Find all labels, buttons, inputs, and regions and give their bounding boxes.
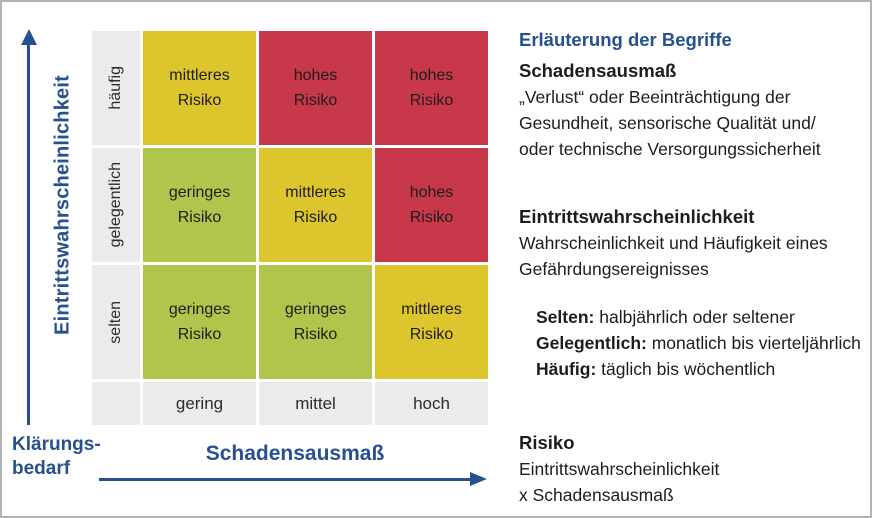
matrix-cell-gelegentlich-mittel: mittleres Risiko <box>259 148 372 262</box>
frequency-definition-list: Selten: halbjährlich oder seltener Geleg… <box>519 304 869 382</box>
legend-title: Erläuterung der Begriffe <box>519 29 732 50</box>
matrix-cell-selten-hoch: mittleres Risiko <box>375 265 488 379</box>
term-heading: Eintrittswahrscheinlichkeit <box>519 206 755 227</box>
frequency-desc: monatlich bis vierteljährlich <box>651 333 861 353</box>
origin-label-klaerungsbedarf: Klärungs- bedarf <box>12 434 101 479</box>
matrix-cell-haeufig-hoch: hohes Risiko <box>375 31 488 145</box>
matrix-cell-gelegentlich-hoch: hohes Risiko <box>375 148 488 262</box>
frequency-desc: täglich bis wöchentlich <box>601 359 776 379</box>
frequency-item-haeufig: Häufig: täglich bis wöchentlich <box>536 356 869 382</box>
y-axis-label: Eintrittswahrscheinlichkeit <box>51 75 74 335</box>
row-label-selten: selten <box>92 265 140 379</box>
frequency-term: Häufig: <box>536 359 597 379</box>
col-label-hoch: hoch <box>375 382 488 425</box>
frequency-item-gelegentlich: Gelegentlich: monatlich bis vierteljährl… <box>536 330 869 356</box>
y-axis-line <box>27 44 30 425</box>
col-label-gering: gering <box>143 382 256 425</box>
frequency-term: Selten: <box>536 307 595 327</box>
x-axis-arrow-right-icon <box>470 472 487 486</box>
explanation-panel: Erläuterung der Begriffe Schadensausmaß … <box>519 28 869 508</box>
matrix-cell-selten-mittel: geringes Risiko <box>259 265 372 379</box>
frequency-desc: halbjährlich oder seltener <box>599 307 795 327</box>
matrix-cell-selten-gering: geringes Risiko <box>143 265 256 379</box>
row-label-gelegentlich: gelegentlich <box>92 148 140 262</box>
term-block-risiko: Risiko Eintrittswahrscheinlichkeit x Sch… <box>519 430 869 508</box>
term-body: Eintrittswahrscheinlichkeit x Schadensau… <box>519 459 720 505</box>
frequency-item-selten: Selten: halbjährlich oder seltener <box>536 304 869 330</box>
matrix-cell-haeufig-gering: mittleres Risiko <box>143 31 256 145</box>
term-block-schadensausmass: Schadensausmaß „Verlust“ oder Beeinträch… <box>519 58 869 162</box>
term-heading: Schadensausmaß <box>519 60 677 81</box>
term-body: Wahrscheinlichkeit und Häufigkeit eines … <box>519 233 828 279</box>
matrix-cell-gelegentlich-gering: geringes Risiko <box>143 148 256 262</box>
matrix-cell-haeufig-mittel: hohes Risiko <box>259 31 372 145</box>
term-body: „Verlust“ oder Beeinträchtigung der Gesu… <box>519 87 821 159</box>
risk-matrix: häufig mittleres Risiko hohes Risiko hoh… <box>92 31 488 425</box>
row-label-haeufig: häufig <box>92 31 140 145</box>
x-axis-label: Schadensausmaß <box>205 442 385 465</box>
frequency-term: Gelegentlich: <box>536 333 647 353</box>
term-heading: Risiko <box>519 432 575 453</box>
y-axis-arrow-up-icon <box>21 29 37 45</box>
matrix-corner-cell <box>92 382 140 425</box>
col-label-mittel: mittel <box>259 382 372 425</box>
x-axis-line <box>99 478 472 481</box>
term-block-eintrittswahrscheinlichkeit: Eintrittswahrscheinlichkeit Wahrscheinli… <box>519 204 869 282</box>
